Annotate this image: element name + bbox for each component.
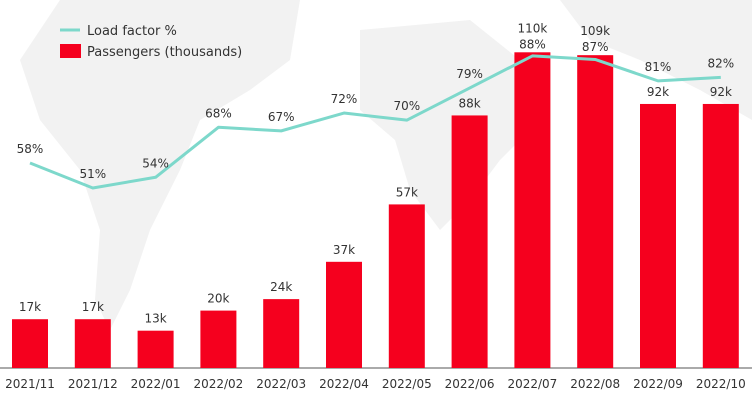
bar-passengers [137,330,174,368]
x-tick-label: 2022/05 [382,377,432,391]
line-data-label: 51% [79,167,106,181]
line-data-label: 88% [519,37,546,51]
legend-swatch-passengers [60,44,81,58]
bar-passengers [12,319,48,368]
bar-passengers [200,310,237,368]
bar-data-label: 57k [396,185,418,199]
bar-passengers [577,55,614,369]
x-tick-label: 2022/06 [445,377,495,391]
bar-passengers [326,261,362,368]
bar-passengers [514,52,551,369]
line-data-label: 81% [645,60,672,74]
line-data-label: 54% [142,156,169,170]
x-tick-label: 2022/08 [570,377,620,391]
bar-data-label: 37k [333,243,355,257]
bar-passengers [451,115,488,368]
x-tick-label: 2021/11 [5,377,55,391]
x-tick-label: 2022/04 [319,377,369,391]
line-data-label: 70% [393,99,420,113]
x-tick-label: 2022/02 [193,377,243,391]
bar-data-label: 20k [207,292,229,306]
legend-label-passengers: Passengers (thousands) [87,45,242,60]
legend: Load factor % Passengers (thousands) [60,24,242,60]
bar-data-label: 92k [710,85,732,99]
bar-passengers [702,103,739,369]
line-data-label: 72% [331,92,358,106]
bar-data-label: 88k [458,96,480,110]
bar-data-label: 17k [82,300,104,314]
bar-passengers [74,319,111,368]
legend-label-load-factor: Load factor % [87,24,177,39]
line-data-label: 58% [17,142,44,156]
line-data-label: 68% [205,106,232,120]
bar-data-label: 24k [270,280,292,294]
bar-data-label: 110k [517,21,547,35]
map-background [20,0,752,330]
x-tick-label: 2022/07 [507,377,557,391]
bar-passengers [388,204,425,368]
line-data-label: 82% [707,56,734,70]
bar-passengers [640,103,676,369]
x-tick-label: 2022/01 [131,377,181,391]
bar-data-label: 109k [580,24,610,38]
x-tick-label: 2021/12 [68,377,118,391]
x-tick-label: 2022/09 [633,377,683,391]
bar-passengers [263,299,300,368]
line-load-factor [29,54,721,190]
line-data-label: 67% [268,110,295,124]
bar-data-label: 13k [144,312,166,326]
line-data-label: 87% [582,40,609,54]
line-data-label: 79% [456,67,483,81]
x-tick-label: 2022/03 [256,377,306,391]
bar-data-label: 17k [19,300,41,314]
x-tick-label: 2022/10 [696,377,746,391]
bar-data-label: 92k [647,85,669,99]
